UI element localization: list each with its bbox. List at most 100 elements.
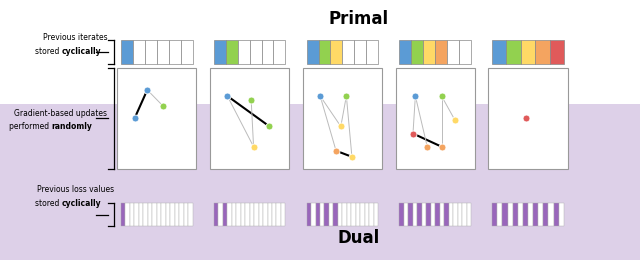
Bar xyxy=(453,203,458,226)
Text: Primal: Primal xyxy=(328,10,388,28)
Bar xyxy=(184,203,188,226)
Bar xyxy=(307,203,311,226)
Bar xyxy=(366,40,378,64)
Bar xyxy=(550,40,564,64)
Bar xyxy=(250,203,254,226)
Bar xyxy=(342,203,347,226)
Bar xyxy=(218,203,223,226)
Bar xyxy=(492,40,506,64)
Text: cyclically: cyclically xyxy=(61,47,101,56)
Bar xyxy=(169,40,180,64)
Bar xyxy=(117,68,196,169)
Bar xyxy=(513,203,518,226)
Bar xyxy=(188,203,193,226)
Bar xyxy=(125,203,130,226)
Bar xyxy=(535,40,550,64)
Bar xyxy=(133,40,145,64)
Bar xyxy=(175,203,179,226)
Bar xyxy=(170,203,175,226)
Bar xyxy=(342,40,355,64)
Bar xyxy=(232,203,236,226)
Bar xyxy=(412,40,423,64)
Bar xyxy=(329,203,333,226)
Bar xyxy=(533,203,538,226)
Bar xyxy=(518,203,523,226)
Bar xyxy=(148,203,152,226)
Bar xyxy=(462,203,467,226)
Bar xyxy=(276,203,281,226)
Bar xyxy=(543,203,548,226)
Bar xyxy=(351,203,356,226)
Bar xyxy=(404,203,408,226)
Bar xyxy=(374,203,378,226)
Bar xyxy=(426,203,431,226)
Bar xyxy=(435,40,447,64)
Bar xyxy=(554,203,559,226)
Bar xyxy=(497,203,502,226)
Bar xyxy=(435,203,440,226)
Bar xyxy=(408,203,413,226)
Bar xyxy=(214,40,226,64)
Bar xyxy=(521,40,535,64)
Bar xyxy=(449,203,453,226)
Bar xyxy=(356,203,360,226)
Bar xyxy=(166,203,170,226)
Bar xyxy=(369,203,374,226)
Bar xyxy=(241,203,245,226)
Bar xyxy=(0,104,640,260)
Bar xyxy=(330,40,342,64)
Bar xyxy=(227,203,232,226)
Bar xyxy=(423,40,435,64)
Bar xyxy=(121,40,133,64)
Bar xyxy=(268,203,272,226)
Bar xyxy=(130,203,134,226)
Bar xyxy=(157,203,161,226)
Bar xyxy=(179,203,184,226)
Bar xyxy=(152,203,157,226)
Bar xyxy=(272,203,276,226)
Bar xyxy=(523,203,528,226)
Bar xyxy=(324,203,329,226)
Bar xyxy=(210,68,289,169)
Bar xyxy=(143,203,148,226)
Text: performed: performed xyxy=(9,122,51,131)
Bar xyxy=(488,68,568,169)
Bar xyxy=(319,40,330,64)
Bar xyxy=(311,203,316,226)
Bar xyxy=(492,203,497,226)
Text: Gradient-based updates: Gradient-based updates xyxy=(14,109,108,118)
Bar xyxy=(281,203,285,226)
Bar xyxy=(263,203,268,226)
Bar xyxy=(413,203,417,226)
Bar xyxy=(139,203,143,226)
Bar xyxy=(559,203,564,226)
Text: Dual: Dual xyxy=(337,229,380,247)
Bar xyxy=(458,203,462,226)
Bar xyxy=(508,203,513,226)
Bar xyxy=(440,203,444,226)
Bar xyxy=(396,68,475,169)
Bar xyxy=(134,203,139,226)
Bar xyxy=(467,203,471,226)
Bar xyxy=(360,203,365,226)
Bar xyxy=(399,40,412,64)
Bar xyxy=(254,203,259,226)
Bar xyxy=(157,40,169,64)
Bar xyxy=(223,203,227,226)
Bar xyxy=(447,40,459,64)
Text: stored: stored xyxy=(35,199,61,208)
Bar xyxy=(506,40,521,64)
Bar xyxy=(121,203,125,226)
Bar xyxy=(347,203,351,226)
Bar xyxy=(259,203,263,226)
Bar xyxy=(399,203,404,226)
Bar xyxy=(180,40,193,64)
Bar xyxy=(307,40,319,64)
Bar xyxy=(548,203,554,226)
Bar xyxy=(422,203,426,226)
Bar xyxy=(161,203,166,226)
Bar xyxy=(214,203,218,226)
Bar xyxy=(237,40,250,64)
Bar xyxy=(316,203,320,226)
Bar xyxy=(262,40,273,64)
